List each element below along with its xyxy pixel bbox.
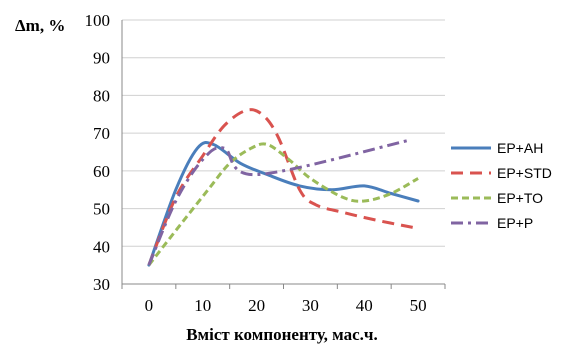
y-tick-label: 50	[93, 200, 110, 219]
legend-label-ep-p: EP+P	[497, 215, 533, 231]
y-tick-label: 60	[93, 162, 110, 181]
x-tick-label: 0	[145, 296, 154, 315]
x-axis-title: Вміст компоненту, мас.ч.	[186, 325, 378, 344]
x-tick-label: 20	[248, 296, 265, 315]
legend: EP+AH EP+STD EP+TO EP+P	[451, 140, 552, 231]
legend-label-ep-ah: EP+AH	[497, 140, 543, 156]
series-line-ep-to	[147, 142, 419, 267]
x-tick-label: 10	[194, 296, 211, 315]
y-tick-labels: 30 40 50 60 70 80 90 100	[85, 11, 111, 294]
x-tick-label: 50	[410, 296, 427, 315]
y-tick-label: 90	[93, 49, 110, 68]
series-line-ep-std	[147, 108, 413, 266]
y-tick-label: 40	[93, 237, 110, 256]
legend-label-ep-std: EP+STD	[497, 165, 552, 181]
x-tick-labels: 0 10 20 30 40 50	[145, 296, 427, 315]
axes	[121, 20, 446, 289]
y-tick-label: 80	[93, 86, 110, 105]
y-tick-label: 30	[93, 275, 110, 294]
y-tick-label: 100	[85, 11, 111, 30]
legend-label-ep-to: EP+TO	[497, 190, 543, 206]
y-tick-label: 70	[93, 124, 110, 143]
series-lines	[147, 108, 420, 267]
x-tick-label: 30	[302, 296, 319, 315]
y-axis-title: Δm, %	[15, 16, 65, 35]
x-tick-label: 40	[356, 296, 373, 315]
